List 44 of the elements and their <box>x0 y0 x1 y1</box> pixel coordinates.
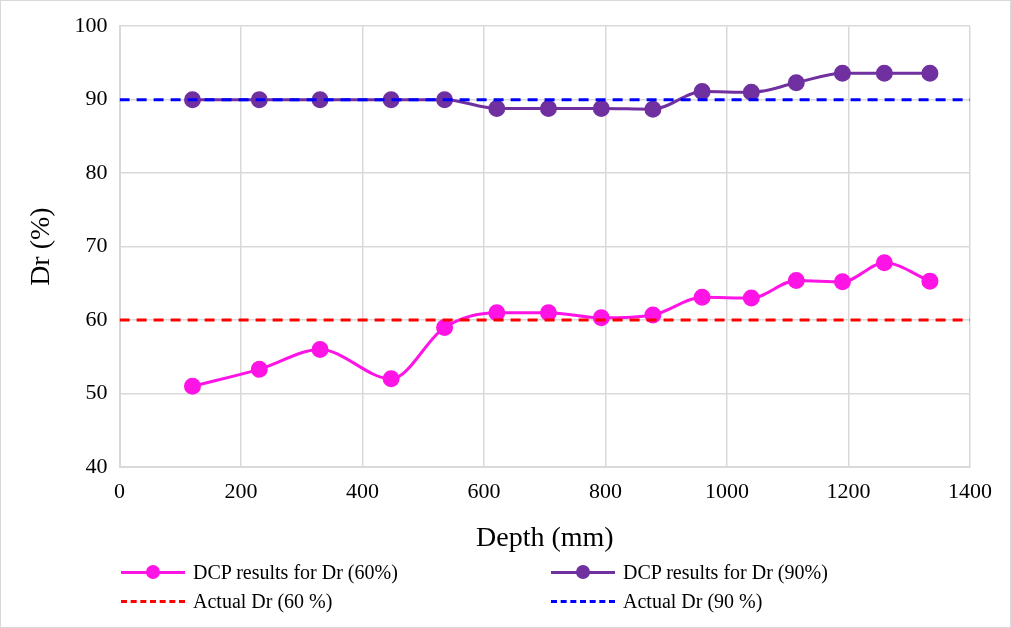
point <box>592 99 610 117</box>
point <box>183 377 201 395</box>
x-tick-label: 200 <box>224 477 258 503</box>
point <box>693 288 711 306</box>
legend-label: Actual Dr (90 %) <box>623 590 763 613</box>
legend-label: DCP results for Dr (90%) <box>623 561 828 584</box>
point <box>382 370 400 388</box>
point <box>787 271 805 289</box>
x-axis-title: Depth (mm) <box>475 520 614 552</box>
y-tick-label: 100 <box>74 11 108 37</box>
y-tick-label: 40 <box>85 452 108 478</box>
point <box>488 304 506 322</box>
x-tick-label: 600 <box>467 477 501 503</box>
point <box>875 64 893 82</box>
x-tick-label: 1200 <box>826 477 871 503</box>
y-axis-title: Dr (%) <box>24 207 56 286</box>
y-tick-label: 80 <box>85 158 108 184</box>
y-tick-label: 50 <box>85 379 108 405</box>
point <box>693 83 711 101</box>
point <box>875 254 893 272</box>
x-tick-label: 800 <box>589 477 623 503</box>
legend-label: DCP results for Dr (60%) <box>193 561 398 584</box>
point <box>742 83 760 101</box>
x-tick-label: 1000 <box>705 477 750 503</box>
legend-label: Actual Dr (60 %) <box>193 590 333 613</box>
point <box>921 272 939 290</box>
point <box>436 318 454 336</box>
point <box>250 360 268 378</box>
point <box>539 99 557 117</box>
x-tick-label: 1400 <box>948 477 992 503</box>
point <box>787 74 805 92</box>
x-tick-label: 0 <box>114 477 126 503</box>
point <box>644 100 662 118</box>
y-tick-label: 60 <box>85 305 108 331</box>
point <box>539 304 557 322</box>
point <box>833 273 851 291</box>
point <box>488 99 506 117</box>
point <box>921 64 939 82</box>
y-tick-label: 90 <box>85 85 108 111</box>
point <box>742 289 760 307</box>
point <box>311 340 329 358</box>
y-tick-label: 70 <box>85 232 108 258</box>
point <box>833 64 851 82</box>
x-tick-label: 400 <box>346 477 380 503</box>
